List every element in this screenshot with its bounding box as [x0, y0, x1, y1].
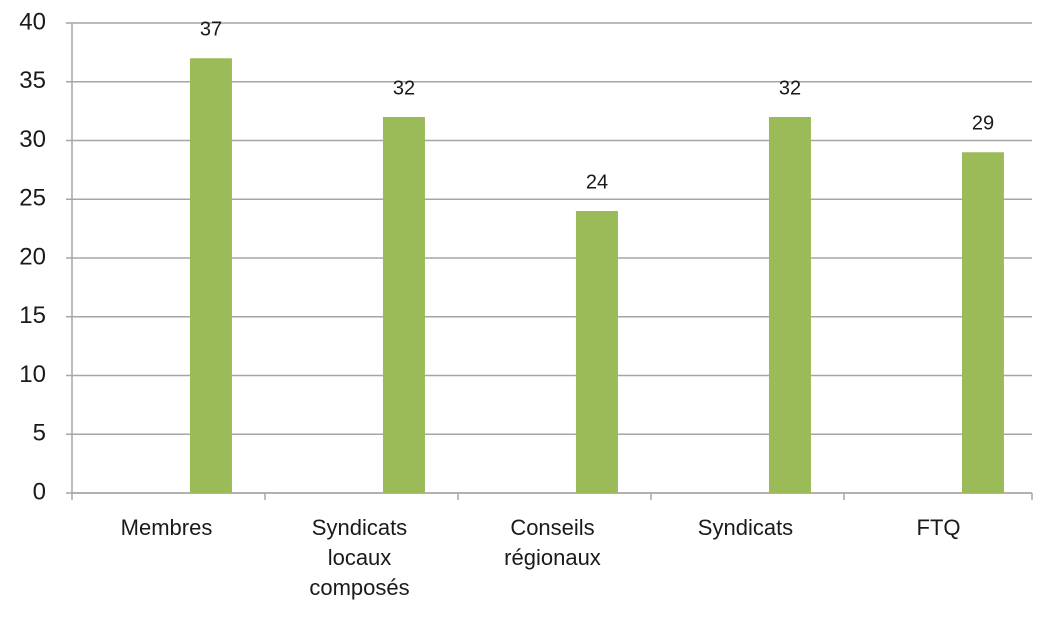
- y-tick-label: 40: [19, 8, 46, 35]
- y-tick-label: 35: [19, 67, 46, 94]
- bar: [575, 211, 618, 493]
- y-tick-label: 30: [19, 126, 46, 153]
- y-tick-label: 0: [33, 478, 46, 505]
- x-tick-label: Syndicats locaux composés: [309, 515, 410, 600]
- data-label: 32: [393, 77, 415, 99]
- bar: [768, 117, 811, 493]
- data-label: 29: [972, 113, 994, 135]
- x-tick-label: FTQ: [916, 515, 961, 540]
- bar: [189, 58, 232, 493]
- y-tick-label: 20: [19, 243, 46, 270]
- data-label: 32: [779, 77, 801, 99]
- data-label: 24: [586, 171, 608, 193]
- y-tick-label: 25: [19, 185, 46, 212]
- data-label: 37: [200, 19, 222, 41]
- y-tick-label: 15: [19, 302, 46, 329]
- x-tick-label: Conseils régionaux: [504, 515, 601, 570]
- bar: [961, 152, 1004, 493]
- y-tick-label: 10: [19, 361, 46, 388]
- bar: [382, 117, 425, 493]
- y-tick-label: 5: [33, 420, 46, 447]
- x-tick-label: Syndicats: [697, 515, 794, 540]
- x-tick-label: Membres: [120, 515, 213, 540]
